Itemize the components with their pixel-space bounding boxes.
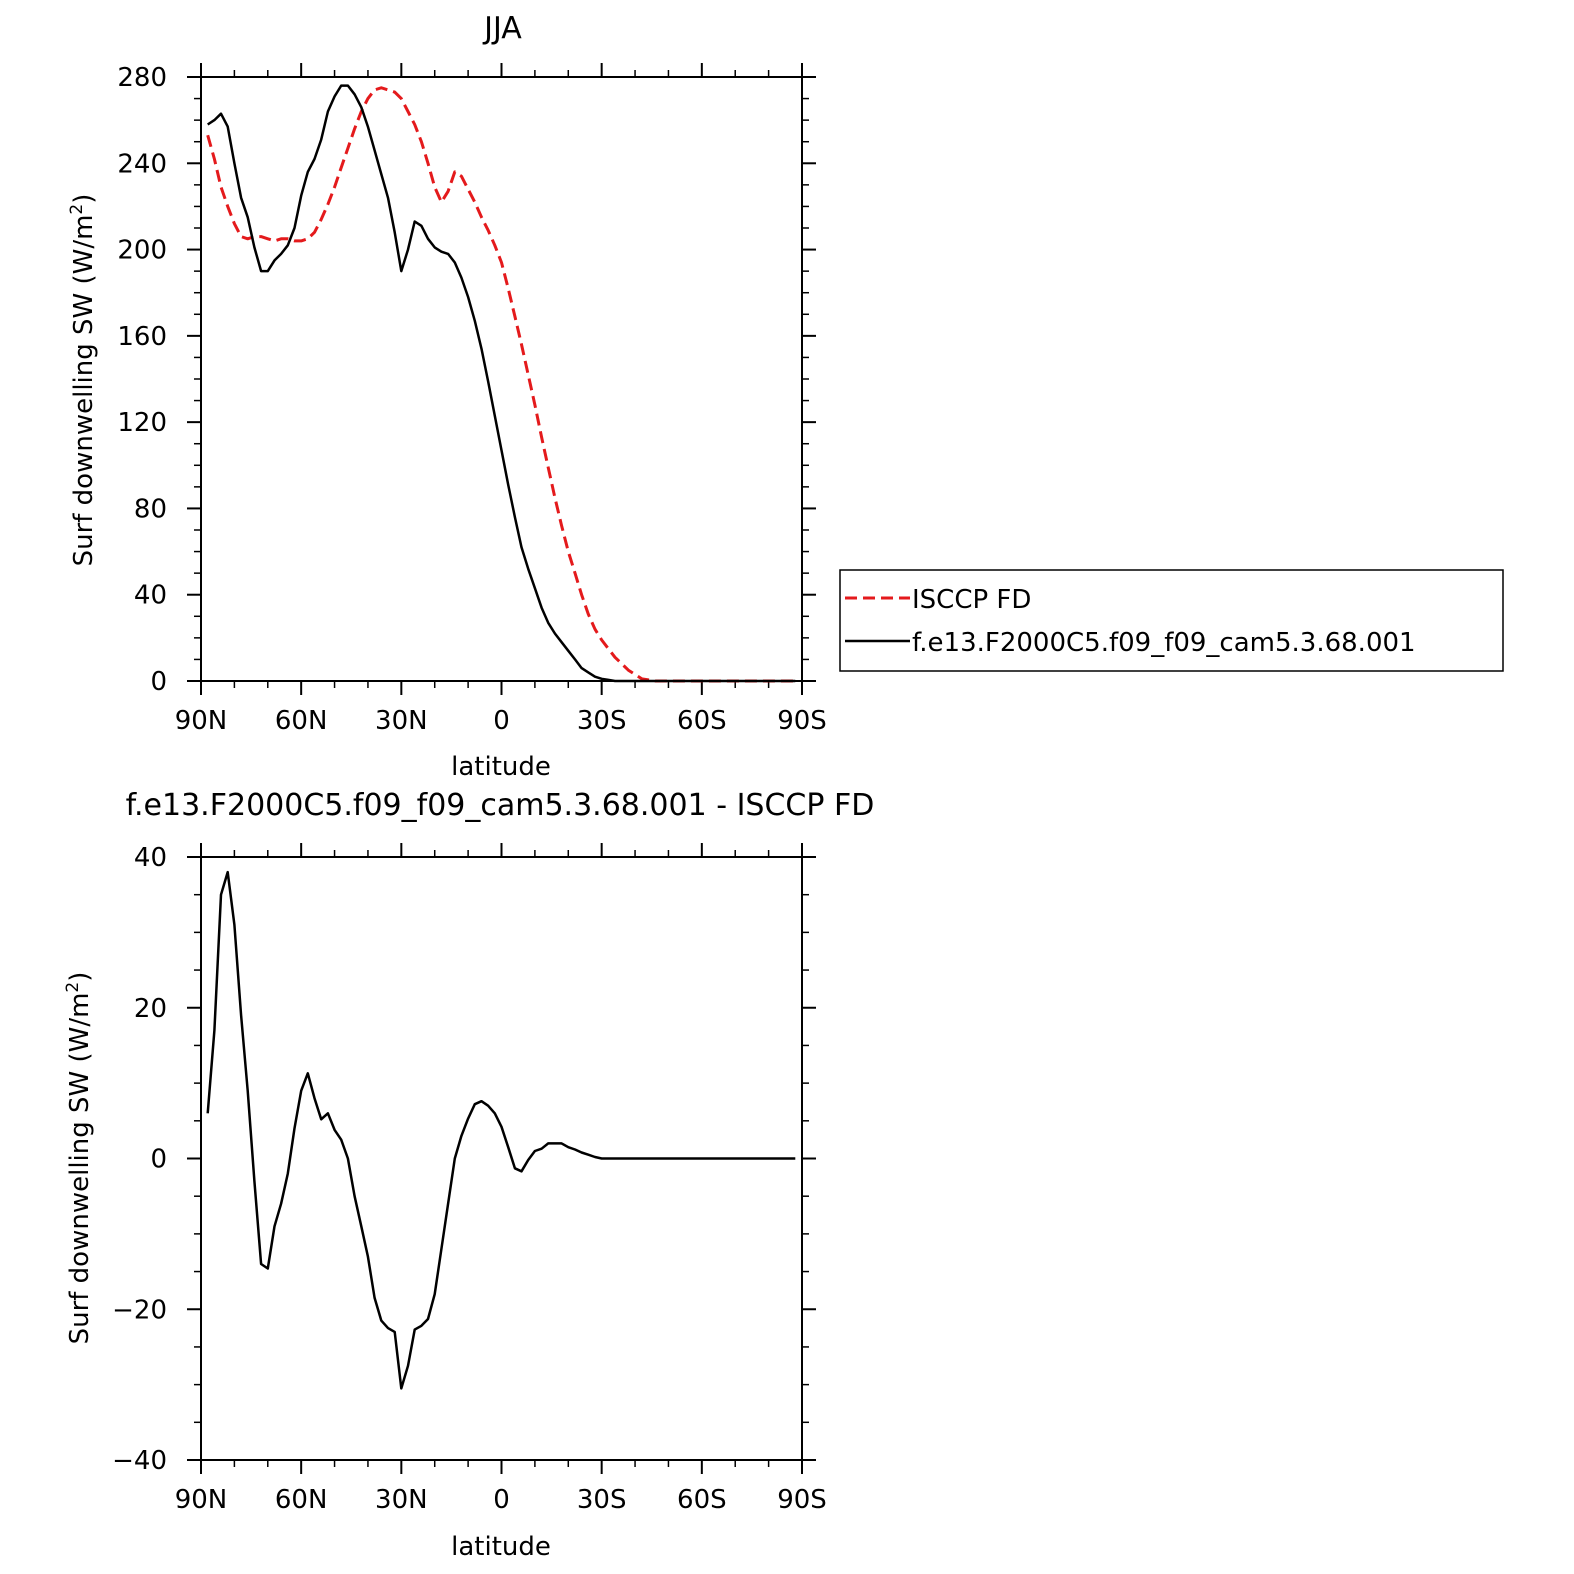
bottom-y-tick-label: 0 (150, 1145, 167, 1175)
top-x-tick-label: 90N (175, 706, 228, 736)
top-y-axis-title-base: Surf downwelling SW (W/m (69, 215, 99, 567)
top-x-tick-label: 30N (375, 706, 428, 736)
bottom-y-axis-title: Surf downwelling SW (W/m2) (63, 972, 95, 1345)
top-tick-marks (187, 63, 816, 695)
chart-bottom-difference: f.e13.F2000C5.f09_f09_cam5.3.68.001 - IS… (63, 788, 874, 1562)
bottom-x-tick-label: 90N (175, 1485, 228, 1515)
bottom-x-tick-label: 60N (275, 1485, 328, 1515)
bottom-y-tick-label: 40 (134, 843, 167, 873)
top-y-tick-label: 120 (117, 408, 167, 438)
chart-top-jja: JJA 90N 60N 30N 0 30S 60S 90S 0 40 80 120 160 200 240… (67, 11, 827, 782)
bottom-x-tick-label: 0 (493, 1485, 510, 1515)
bottom-y-axis-title-end: ) (65, 972, 95, 982)
top-y-tick-label: 240 (117, 149, 167, 179)
top-x-tick-label: 30S (577, 706, 627, 736)
bottom-x-axis-title: latitude (451, 1532, 551, 1562)
bottom-series-1-line (206, 870, 796, 1390)
chart-title: JJA (482, 11, 522, 46)
bottom-y-tick-label: −20 (112, 1295, 167, 1325)
bottom-x-tick-label: 30N (375, 1485, 428, 1515)
bottom-x-tick-label: 60S (677, 1485, 727, 1515)
top-y-tick-label: 280 (117, 63, 167, 93)
top-x-tick-label: 90S (777, 706, 827, 736)
top-x-tick-label: 60S (677, 706, 727, 736)
bottom-y-axis-title-base: Surf downwelling SW (W/m (65, 993, 95, 1345)
top-tick-labels: 90N 60N 30N 0 30S 60S 90S 0 40 80 120 160 200 240 280 (117, 63, 826, 736)
bottom-tick-marks (187, 843, 816, 1474)
bottom-x-tick-label: 30S (577, 1485, 627, 1515)
legend-label-model: f.e13.F2000C5.f09_f09_cam5.3.68.001 (912, 628, 1416, 658)
bottom-x-tick-label: 90S (777, 1485, 827, 1515)
top-x-axis-title: latitude (451, 752, 551, 782)
bottom-series-group (206, 870, 796, 1390)
legend: ISCCP FD f.e13.F2000C5.f09_f09_cam5.3.68… (839, 569, 1504, 672)
top-y-tick-label: 40 (134, 581, 167, 611)
bottom-y-axis-title-sup: 2 (63, 982, 83, 993)
bottom-tick-labels: 90N 60N 30N 0 30S 60S 90S −40 −20 0 20 40 (112, 843, 827, 1515)
top-y-axis-title-sup: 2 (67, 204, 87, 215)
top-y-axis-title-end: ) (69, 194, 99, 204)
top-y-tick-label: 160 (117, 322, 167, 352)
bottom-plot-frame (200, 856, 803, 1461)
top-y-tick-label: 0 (150, 667, 167, 697)
bottom-y-tick-label: −40 (112, 1446, 167, 1476)
top-y-tick-label: 80 (134, 494, 167, 524)
top-y-tick-label: 200 (117, 236, 167, 266)
top-series-f-e13-f2000c5-f09-f09-cam5-3-68-001-line (207, 84, 796, 683)
legend-box (839, 569, 1504, 672)
top-series-group (206, 84, 796, 683)
bottom-y-tick-label: 20 (134, 994, 167, 1024)
top-series-isccp-fd-line (206, 86, 796, 683)
legend-label-isccp-fd: ISCCP FD (912, 585, 1031, 615)
top-y-axis-title: Surf downwelling SW (W/m2) (67, 194, 99, 567)
bottom-chart-title: f.e13.F2000C5.f09_f09_cam5.3.68.001 - IS… (126, 788, 875, 823)
top-x-tick-label: 0 (493, 706, 510, 736)
top-x-tick-label: 60N (275, 706, 328, 736)
top-plot-frame (200, 76, 803, 682)
